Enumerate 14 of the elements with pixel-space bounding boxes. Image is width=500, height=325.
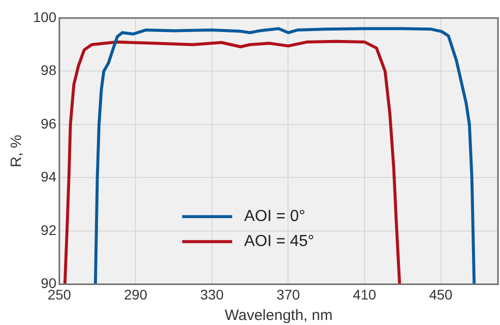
y-tick-label: 98	[40, 62, 57, 78]
x-tick-label: 450	[429, 286, 453, 302]
legend-label: AOI = 0°	[244, 208, 306, 226]
y-axis-title: R, %	[8, 134, 26, 168]
x-tick-label: 410	[352, 286, 376, 302]
x-axis-title: Wavelength, nm	[224, 307, 333, 324]
x-tick-label: 290	[124, 286, 148, 302]
y-tick-label: 96	[40, 115, 57, 132]
y-tick-label: 94	[40, 168, 57, 185]
y-tick-label: 100	[33, 8, 57, 25]
legend-label: AOI = 45°	[244, 233, 314, 250]
x-tick-label: 330	[200, 286, 224, 302]
y-tick-label: 92	[40, 222, 57, 238]
x-tick-label: 370	[276, 286, 300, 302]
